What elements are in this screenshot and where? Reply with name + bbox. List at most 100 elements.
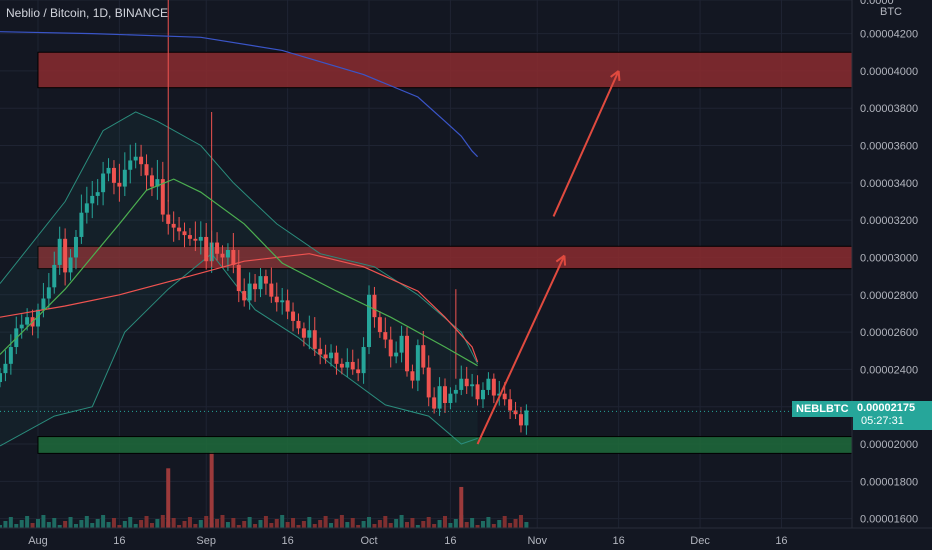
resistance-zone — [37, 51, 853, 89]
y-tick-label: 0.00003800 — [860, 103, 918, 115]
volume-bar — [442, 516, 447, 528]
volume-bar — [242, 521, 247, 528]
volume-bar — [399, 515, 404, 528]
bollinger-upper-line — [0, 111, 479, 365]
candle-body — [415, 345, 420, 381]
candle-body — [68, 257, 73, 273]
indicator-lines — [0, 31, 852, 412]
candle-body — [285, 300, 290, 312]
volume-bar — [220, 515, 225, 528]
candle-body — [236, 264, 241, 292]
volume-bar — [301, 521, 306, 528]
candle-body — [442, 386, 447, 403]
volume-bar — [139, 520, 144, 528]
volume-bar — [263, 516, 268, 528]
candle-body — [220, 253, 225, 258]
time-axis[interactable]: Aug 16 Sep 16 Oct 16 Nov 16 Dec 16 — [0, 527, 932, 550]
volume-bar — [215, 519, 220, 528]
volume-bar — [415, 525, 420, 528]
candle-body — [204, 236, 209, 262]
candle-body — [475, 384, 480, 400]
x-tick-label: Sep — [196, 535, 216, 547]
arrow-segment-1-head — [555, 254, 565, 263]
volume-bar — [133, 524, 138, 528]
x-tick-label: Aug — [28, 535, 48, 547]
x-tick-label: 16 — [113, 535, 125, 547]
moving-average-long — [0, 31, 479, 158]
volume-bar — [334, 519, 339, 528]
candle-body — [231, 250, 236, 265]
volume-bar — [247, 517, 252, 528]
candle-body — [453, 389, 458, 394]
arrow-segment-1 — [476, 255, 566, 445]
candle-body — [182, 231, 187, 236]
candle-body — [193, 238, 198, 241]
candle-body — [144, 164, 149, 176]
candle-body — [111, 167, 116, 183]
candle-body — [225, 250, 230, 258]
candle-body — [339, 363, 344, 368]
arrow-segment-2-head — [610, 70, 620, 78]
volume-bar — [236, 525, 241, 528]
volume-bar — [225, 522, 230, 528]
current-price-label: 0.00002175 05:27:31 — [853, 401, 932, 430]
volume-bar — [149, 523, 154, 528]
volume-bar — [193, 524, 198, 528]
volume-bar — [0, 525, 2, 528]
volume-bar — [296, 525, 301, 528]
volume-bar — [160, 515, 165, 528]
y-tick-label: 0.00001800 — [860, 476, 918, 488]
volume-bar — [291, 518, 296, 528]
volume-bar — [377, 520, 382, 528]
candle-body — [19, 324, 24, 329]
volume-bar — [25, 516, 30, 528]
candle-body — [0, 373, 2, 383]
volume-spike — [459, 486, 464, 528]
bar-countdown: 05:27:31 — [861, 415, 904, 427]
price-axis[interactable]: 0.0000 0.00004200 0.00004000 0.00003800 0.00… — [851, 0, 932, 550]
volume-bar — [128, 517, 133, 528]
volume-bar — [323, 516, 328, 528]
volume-bar — [101, 515, 106, 528]
candle-body — [448, 393, 453, 403]
candle-body — [377, 317, 382, 333]
volume-bar — [329, 523, 334, 528]
candle-body — [46, 287, 51, 299]
volume-bar — [46, 522, 51, 528]
candle-body — [399, 335, 404, 353]
volume-bar — [383, 516, 388, 528]
x-tick-label: Dec — [690, 535, 710, 547]
candle-body — [437, 386, 442, 409]
candle-body — [155, 179, 160, 187]
volume-bar — [312, 524, 317, 528]
candlestick-series — [0, 0, 529, 435]
volume-bar — [437, 520, 442, 528]
candle-body — [52, 264, 57, 288]
volume-bar — [518, 515, 523, 528]
x-tick-label: 16 — [444, 535, 456, 547]
volume-bar — [3, 521, 8, 528]
volume-bar — [84, 516, 89, 528]
candle-body — [361, 347, 366, 374]
volume-bar — [198, 520, 203, 528]
candle-body — [139, 156, 144, 165]
volume-bar — [122, 521, 127, 528]
volume-spike — [166, 468, 171, 528]
volume-bar — [464, 522, 469, 528]
volume-bar — [524, 522, 529, 528]
candle-body — [426, 367, 431, 398]
y-tick-label: 0.00002000 — [860, 439, 918, 451]
candle-body — [350, 361, 355, 370]
candle-body — [394, 352, 399, 357]
candle-body — [187, 235, 192, 239]
candle-body — [383, 332, 388, 340]
candle-body — [301, 328, 306, 338]
candle-body — [35, 309, 40, 327]
current-price-value: 0.00002175 — [857, 402, 916, 414]
candle-body — [57, 238, 62, 265]
volume-bar — [491, 524, 496, 528]
y-tick-label: 0.00004200 — [860, 29, 918, 41]
candle-body — [247, 283, 252, 301]
price-axis-background — [852, 0, 932, 550]
